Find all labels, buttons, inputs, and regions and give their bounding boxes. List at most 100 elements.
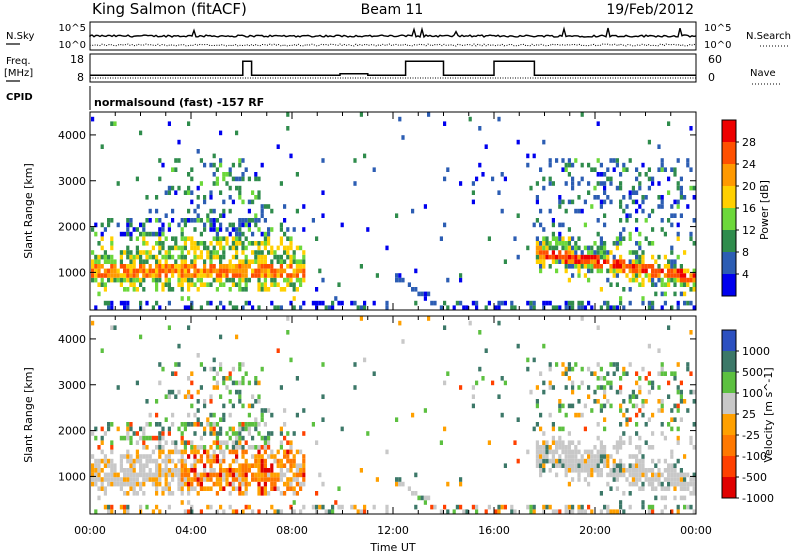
power-cell <box>139 231 143 237</box>
velocity-cell <box>686 366 690 372</box>
velocity-cell <box>638 376 642 381</box>
power-cell <box>212 153 216 159</box>
velocity-cell <box>558 435 562 441</box>
velocity-cell <box>596 463 600 468</box>
velocity-cell <box>599 440 603 445</box>
velocity-cell <box>286 431 290 436</box>
power-cell <box>571 273 575 278</box>
velocity-cell <box>103 463 107 468</box>
power-cell <box>263 264 267 269</box>
power-cell <box>119 254 123 260</box>
power-cell <box>228 185 232 191</box>
power-cell <box>567 162 571 168</box>
velocity-cell <box>177 362 181 367</box>
power-cell <box>542 254 546 260</box>
velocity-cell <box>238 486 242 491</box>
power-cell <box>641 296 645 301</box>
velocity-cell <box>107 472 111 478</box>
velocity-cell <box>177 449 181 455</box>
power-colorbar-label: Power [dB] <box>758 180 771 240</box>
power-cell <box>683 273 687 278</box>
power-cell <box>295 245 299 251</box>
power-cell <box>667 268 671 274</box>
power-cell <box>289 153 293 159</box>
velocity-cell <box>155 468 159 473</box>
velocity-cell <box>647 343 651 349</box>
velocity-cell <box>375 477 379 482</box>
velocity-cell <box>683 481 687 487</box>
velocity-cell <box>263 435 267 441</box>
power-cell <box>612 305 616 310</box>
velocity-cell <box>215 491 219 496</box>
velocity-cell <box>139 458 143 464</box>
power-cell <box>635 264 639 269</box>
velocity-cell <box>299 468 303 473</box>
power-cell <box>641 282 645 287</box>
velocity-cell <box>494 509 498 514</box>
velocity-cell <box>263 472 267 478</box>
power-cell <box>558 254 562 260</box>
velocity-cell <box>251 422 255 427</box>
velocity-cell <box>119 486 123 491</box>
velocity-cell <box>686 362 690 367</box>
power-cell <box>174 264 178 269</box>
velocity-cell <box>657 458 661 464</box>
power-cell <box>126 222 130 228</box>
power-cell <box>215 231 219 237</box>
power-cell <box>164 190 168 195</box>
power-cell <box>97 241 101 246</box>
velocity-cell <box>644 376 648 381</box>
power-cell <box>423 296 427 301</box>
power-cell <box>622 268 626 274</box>
velocity-cell <box>260 463 264 468</box>
velocity-cell <box>542 454 546 459</box>
velocity-cell <box>558 445 562 450</box>
velocity-cell <box>174 440 178 445</box>
power-cell <box>663 273 667 278</box>
velocity-cell <box>279 491 283 496</box>
velocity-cell <box>660 495 664 501</box>
power-cell <box>276 259 280 264</box>
power-cell <box>587 250 591 255</box>
power-cell <box>97 264 101 269</box>
power-cell <box>660 227 664 232</box>
velocity-cell <box>244 468 248 473</box>
power-cell <box>363 153 367 159</box>
velocity-cell <box>673 481 677 487</box>
velocity-cell <box>171 389 175 395</box>
velocity-cell <box>231 449 235 455</box>
power-cell <box>222 268 226 274</box>
power-cell <box>129 222 133 228</box>
power-cell <box>670 222 674 228</box>
power-cell <box>244 259 248 264</box>
velocity-cell <box>647 417 651 422</box>
velocity-x-ticks <box>89 316 697 514</box>
velocity-cell <box>676 362 680 367</box>
power-cell <box>151 273 155 278</box>
power-cell <box>532 222 536 228</box>
power-cell <box>599 250 603 255</box>
power-cell <box>548 176 552 182</box>
power-cell <box>660 291 664 297</box>
power-cell <box>427 112 431 117</box>
power-cell <box>279 222 283 228</box>
velocity-cell <box>273 454 277 459</box>
velocity-cell <box>209 412 213 418</box>
power-cell <box>327 305 331 310</box>
velocity-cell <box>471 394 475 399</box>
power-cell <box>564 264 568 269</box>
velocity-cell <box>686 504 690 510</box>
velocity-cell <box>148 458 152 464</box>
power-cell <box>276 282 280 287</box>
power-cell <box>628 277 632 283</box>
power-cell <box>241 287 245 292</box>
velocity-cell <box>187 376 191 381</box>
velocity-cell <box>577 399 581 404</box>
velocity-cell <box>551 458 555 464</box>
velocity-cell <box>135 454 139 459</box>
colorbar-swatch <box>722 477 736 498</box>
power-cell <box>641 264 645 269</box>
velocity-cell <box>526 357 530 363</box>
power-cell <box>123 300 127 306</box>
power-cell <box>257 218 261 223</box>
